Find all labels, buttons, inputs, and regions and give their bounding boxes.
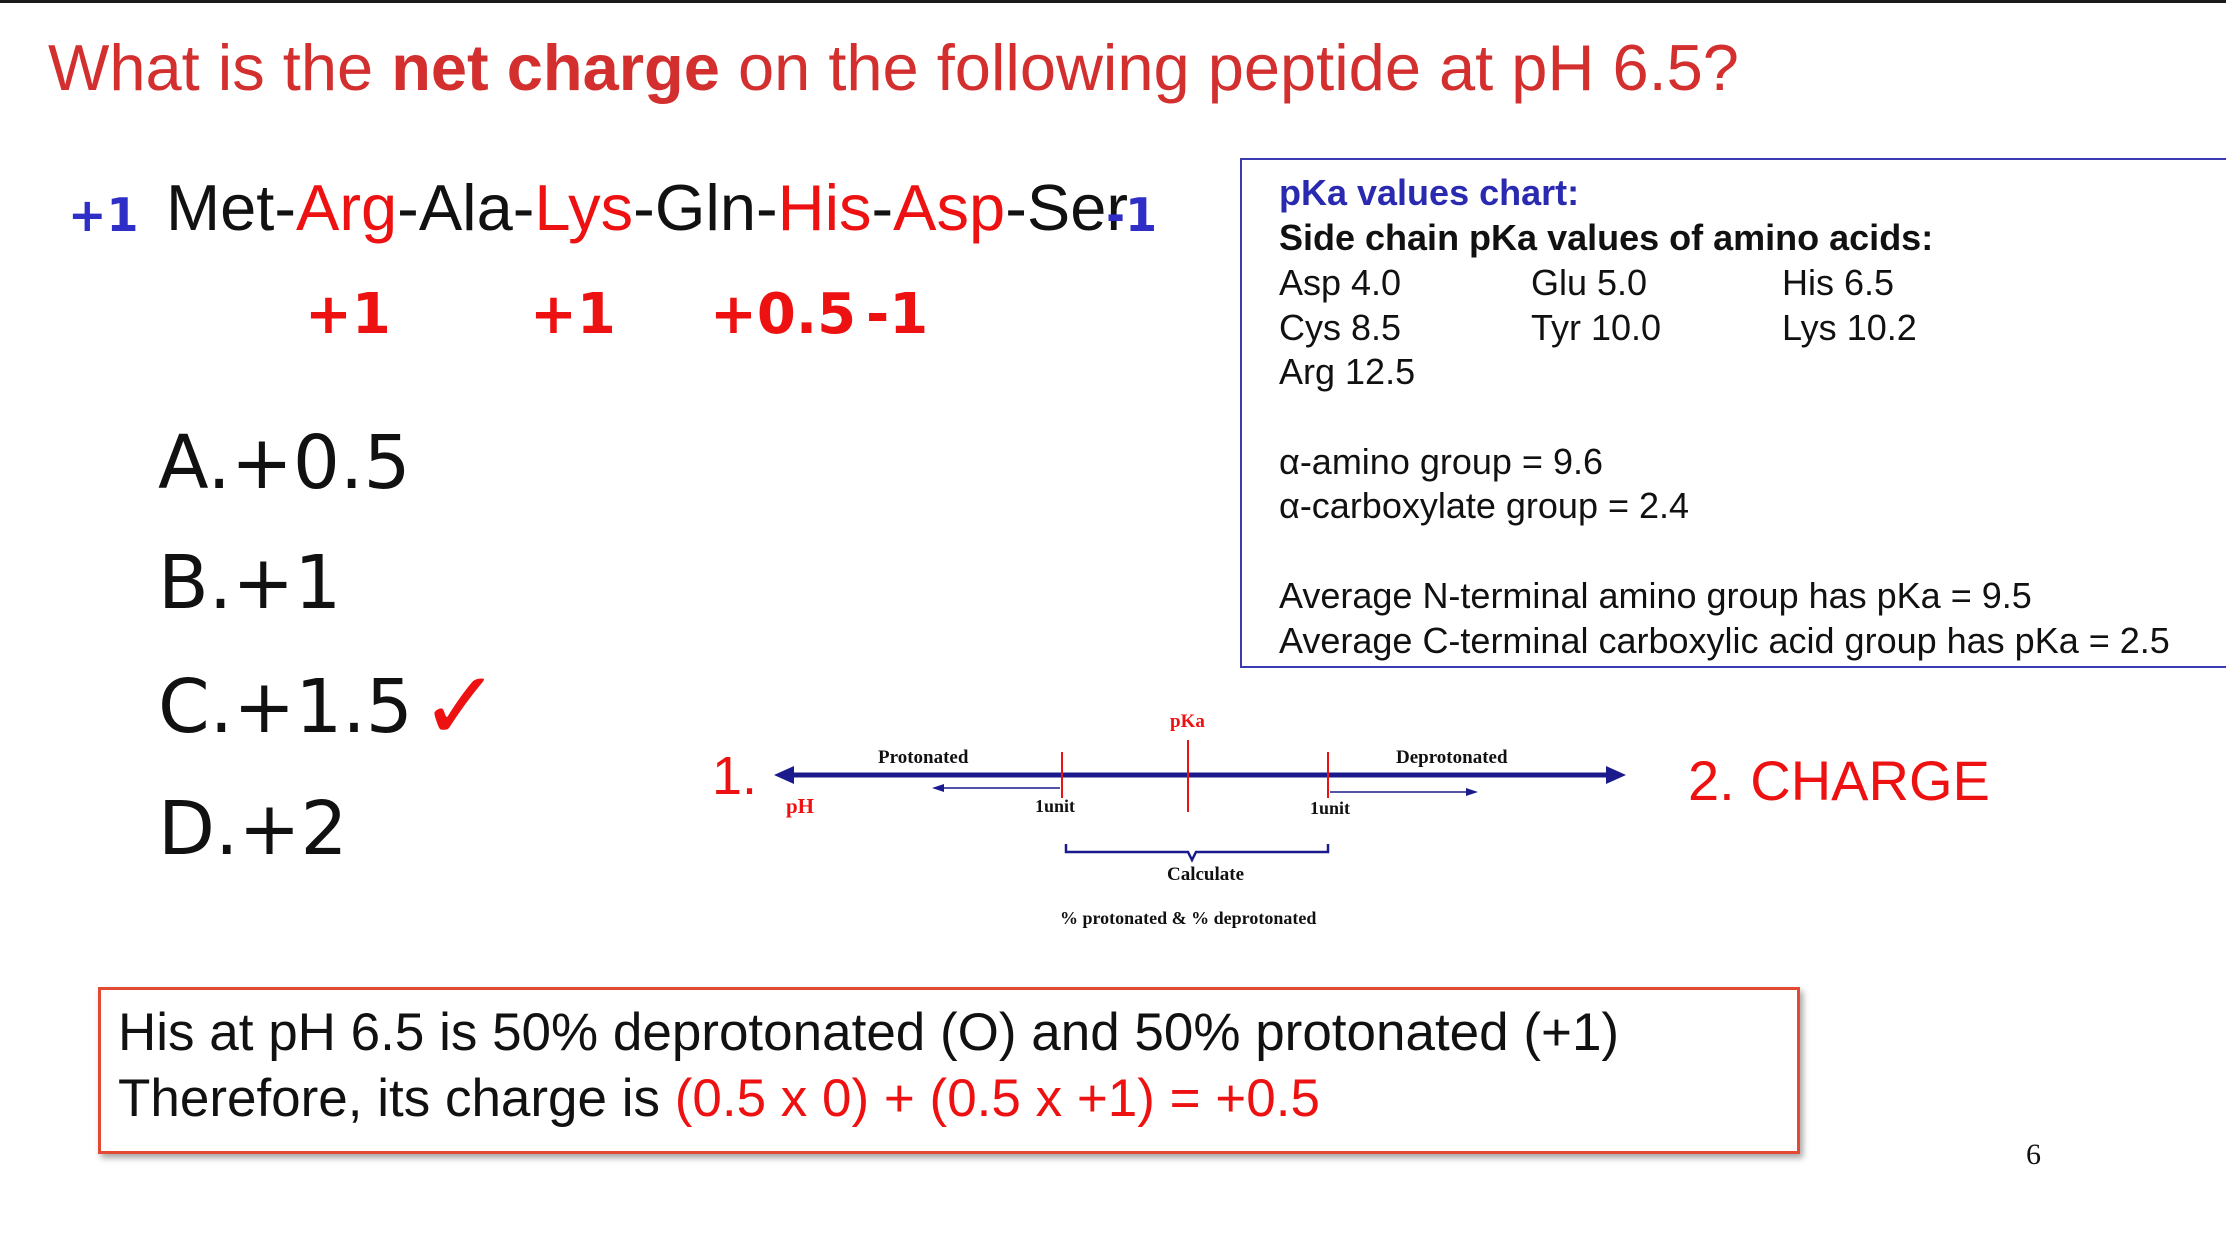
title-bold: net charge	[391, 31, 720, 104]
option-value: +0.5	[230, 420, 411, 506]
charge-asp: -1	[866, 282, 929, 347]
pka-alpha-carboxylate: α-carboxylate group = 2.4	[1279, 485, 1690, 526]
charge-arg: +1	[305, 282, 391, 347]
option-c[interactable]: C.+1.5	[158, 664, 413, 750]
option-value: +2	[238, 786, 348, 872]
unit-right-label: 1unit	[1310, 798, 1350, 818]
pka-tyr: Tyr 10.0	[1531, 307, 1662, 348]
percent-label: % protonated & % deprotonated	[1060, 908, 1316, 928]
charge-his: +0.5	[710, 282, 857, 347]
pka-avg-c-terminal: Average C-terminal carboxylic acid group…	[1279, 620, 2170, 661]
residue-lys: Lys	[534, 171, 634, 244]
page-number: 6	[2026, 1138, 2041, 1171]
pka-arg: Arg 12.5	[1279, 351, 1416, 392]
axis-left-arrowhead	[774, 766, 794, 784]
protonated-label: Protonated	[878, 747, 969, 768]
explanation-line-1: His at pH 6.5 is 50% deprotonated (O) an…	[118, 1003, 1620, 1062]
calculate-brace	[1064, 844, 1330, 863]
n-terminal-charge: +1	[68, 188, 139, 242]
option-a[interactable]: A.+0.5	[158, 420, 411, 506]
pka-heading: pKa values chart:	[1279, 172, 1580, 213]
ph-label: pH	[786, 794, 814, 818]
residue-gln: -Gln-	[633, 171, 778, 244]
checkmark-icon: ✓	[420, 650, 501, 762]
pka-lys: Lys 10.2	[1782, 307, 1917, 348]
pka-subheading: Side chain pKa values of amino acids:	[1279, 217, 1934, 258]
title-post: on the following peptide at pH 6.5?	[719, 31, 1739, 104]
residue-sep2: -	[871, 171, 894, 244]
residue-arg: Arg	[296, 171, 398, 244]
explanation-calculation: (0.5 x 0) + (0.5 x +1) = +0.5	[674, 1069, 1320, 1128]
option-value: +1	[232, 540, 342, 626]
c-terminal-charge: -1	[1106, 188, 1158, 242]
unit-left-label: 1unit	[1035, 796, 1075, 816]
option-letter: C.	[158, 664, 234, 750]
right-small-arrowhead	[1466, 788, 1478, 796]
residue-met: Met	[166, 171, 275, 244]
explanation-box: His at pH 6.5 is 50% deprotonated (O) an…	[98, 987, 1800, 1154]
pka-asp: Asp 4.0	[1279, 262, 1402, 303]
option-d[interactable]: D.+2	[158, 786, 348, 872]
explanation-line-2-text: Therefore, its charge is	[118, 1069, 675, 1128]
top-border-line	[0, 0, 2226, 3]
option-letter: B.	[158, 540, 233, 626]
residue-his: His	[777, 171, 872, 244]
slide-title: What is the net charge on the following …	[48, 30, 1739, 105]
pka-values-chart: pKa values chart: Side chain pKa values …	[1240, 158, 2226, 668]
pka-glu: Glu 5.0	[1531, 262, 1648, 303]
title-pre: What is the	[48, 31, 392, 104]
step-2-charge-label: 2. CHARGE	[1688, 749, 1990, 812]
residue-sep: -	[274, 171, 297, 244]
option-letter: D.	[158, 786, 239, 872]
option-letter: A.	[158, 420, 231, 506]
ph-scale-diagram: pKa Protonated Deprotonated pH 1unit 1un…	[774, 711, 1626, 928]
pka-alpha-amino: α-amino group = 9.6	[1279, 441, 1603, 482]
explanation-line-2: Therefore, its charge is (0.5 x 0) + (0.…	[118, 1068, 1320, 1129]
peptide-sequence: Met-Arg-Ala-Lys-Gln-His-Asp-Ser	[166, 170, 1128, 245]
pka-marker-label: pKa	[1170, 711, 1205, 732]
axis-right-arrowhead	[1606, 766, 1626, 784]
charge-lys: +1	[530, 282, 616, 347]
residue-ser: -Ser	[1005, 171, 1128, 244]
deprotonated-label: Deprotonated	[1396, 747, 1508, 768]
residue-ala: -Ala-	[397, 171, 535, 244]
pka-his: His 6.5	[1782, 262, 1895, 303]
pka-avg-n-terminal: Average N-terminal amino group has pKa =…	[1279, 575, 2032, 616]
pka-cys: Cys 8.5	[1279, 307, 1402, 348]
option-b[interactable]: B.+1	[158, 540, 341, 626]
calculate-label: Calculate	[1167, 864, 1244, 885]
step-1-label: 1.	[712, 746, 758, 806]
option-value: +1.5	[233, 664, 413, 750]
residue-asp: Asp	[893, 171, 1006, 244]
left-small-arrowhead	[932, 784, 944, 792]
